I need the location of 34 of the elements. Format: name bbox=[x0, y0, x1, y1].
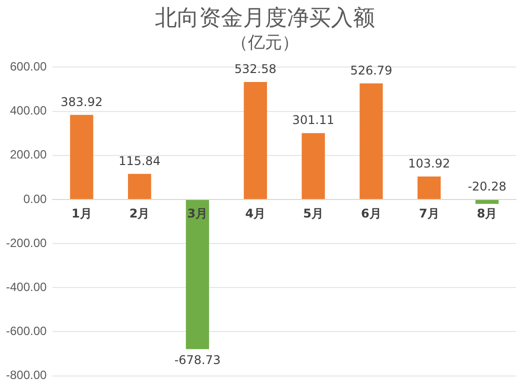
bar bbox=[475, 200, 499, 204]
y-tick-label: 0.00 bbox=[23, 192, 48, 206]
x-tick-label: 5月 bbox=[303, 206, 324, 221]
x-tick-label: 6月 bbox=[361, 206, 382, 221]
data-label: 115.84 bbox=[118, 154, 161, 168]
bar bbox=[128, 174, 152, 199]
bar bbox=[360, 83, 383, 199]
chart-subtitle: （亿元） bbox=[230, 32, 300, 54]
y-tick-label: 400.00 bbox=[10, 104, 48, 118]
bar bbox=[186, 200, 210, 350]
x-tick-label: 2月 bbox=[129, 206, 150, 221]
data-label: 526.79 bbox=[350, 63, 392, 78]
data-label: 532.58 bbox=[234, 62, 276, 76]
y-tick-label: 200.00 bbox=[10, 148, 48, 162]
bar bbox=[244, 82, 267, 199]
y-tick-label: -600.00 bbox=[6, 324, 48, 338]
data-label: -678.73 bbox=[174, 353, 221, 368]
y-tick-label: -800.00 bbox=[6, 368, 48, 382]
data-label: -20.28 bbox=[468, 180, 506, 194]
bar bbox=[418, 176, 441, 199]
y-tick-label: -400.00 bbox=[6, 280, 48, 294]
data-label: 103.92 bbox=[408, 156, 450, 171]
bar bbox=[302, 133, 325, 199]
chart-title: 北向资金月度净买入额 bbox=[154, 6, 376, 32]
y-tick-label: -200.00 bbox=[6, 236, 48, 250]
bar bbox=[70, 114, 94, 199]
x-tick-label: 7月 bbox=[418, 206, 440, 221]
data-label: 301.11 bbox=[292, 113, 334, 128]
x-tick-label: 3月 bbox=[187, 206, 208, 221]
x-tick-label: 1月 bbox=[71, 206, 92, 221]
x-tick-label: 4月 bbox=[245, 206, 266, 221]
y-tick-label: 600.00 bbox=[10, 60, 48, 74]
x-tick-label: 8月 bbox=[476, 206, 498, 221]
data-label: 383.92 bbox=[60, 94, 103, 109]
